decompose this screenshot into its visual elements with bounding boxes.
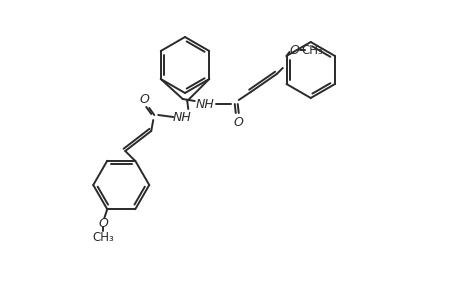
Text: CH₃: CH₃ [92, 231, 114, 244]
Text: NH: NH [195, 98, 213, 110]
Text: O: O [139, 92, 149, 106]
Text: O: O [98, 217, 108, 230]
Text: NH: NH [173, 110, 191, 124]
Text: O: O [233, 116, 243, 128]
Text: O: O [289, 44, 299, 56]
Text: CH₃: CH₃ [301, 44, 323, 56]
